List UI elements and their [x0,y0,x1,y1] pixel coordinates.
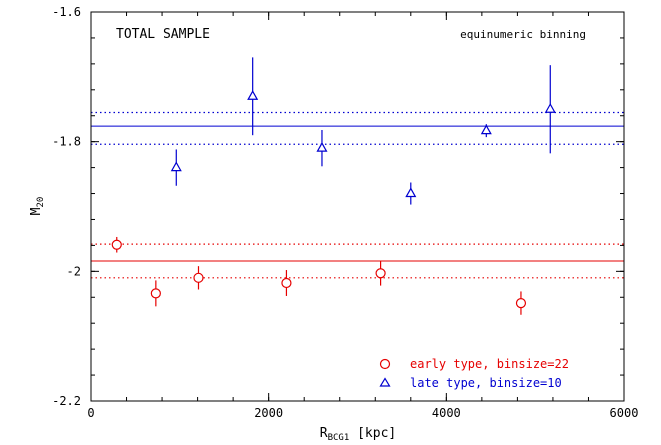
y-axis-title-main: M [29,207,44,215]
annotation-total-sample: TOTAL SAMPLE [116,27,210,42]
data-point-circle [375,268,386,279]
y-tick-label: -1.8 [52,135,81,149]
data-point-triangle [405,187,417,198]
x-tick-label: 4000 [432,406,461,420]
x-axis-title: RBCG1 [kpc] [320,426,396,443]
reference-lines [91,111,624,279]
y-axis-title-sub: 20 [36,197,46,208]
x-axis-title-sub: BCG1 [328,433,350,443]
data-point-circle [515,298,527,309]
y-axis-title: M20 [29,197,46,216]
data-point-circle [150,288,161,299]
axis-tick-labels: 0 2000 4000 6000 -2.2 -2 -1.8 -1.6 [52,5,638,420]
data-point-circle [281,277,292,289]
data-point-triangle [247,90,259,100]
data-point-circle [111,239,122,250]
x-axis-title-main: R [320,426,328,441]
plot-frame [90,11,625,402]
data-point-triangle [480,124,492,135]
y-tick-label: -2.2 [52,394,81,408]
x-tick-label: 0 [87,406,94,420]
axis-ticks [90,11,625,402]
annotation-binning: equinumeric binning [460,28,586,41]
data-point-triangle [316,141,328,152]
legend-late-label: late type, binsize=10 [410,376,562,390]
data-markers [111,57,556,315]
data-point-circle [193,272,204,283]
data-point-triangle [544,103,556,113]
legend-early-label: early type, binsize=22 [410,357,569,371]
legend-late-marker [379,377,391,387]
x-tick-label: 2000 [254,406,283,420]
x-axis-title-unit: [kpc] [349,426,396,441]
data-point-triangle [170,161,182,172]
legend: early type, binsize=22 late type, binsiz… [379,357,569,390]
y-tick-label: -2 [67,264,81,278]
x-tick-label: 6000 [610,406,639,420]
y-tick-label: -1.6 [52,5,81,19]
legend-early-marker [379,358,391,370]
